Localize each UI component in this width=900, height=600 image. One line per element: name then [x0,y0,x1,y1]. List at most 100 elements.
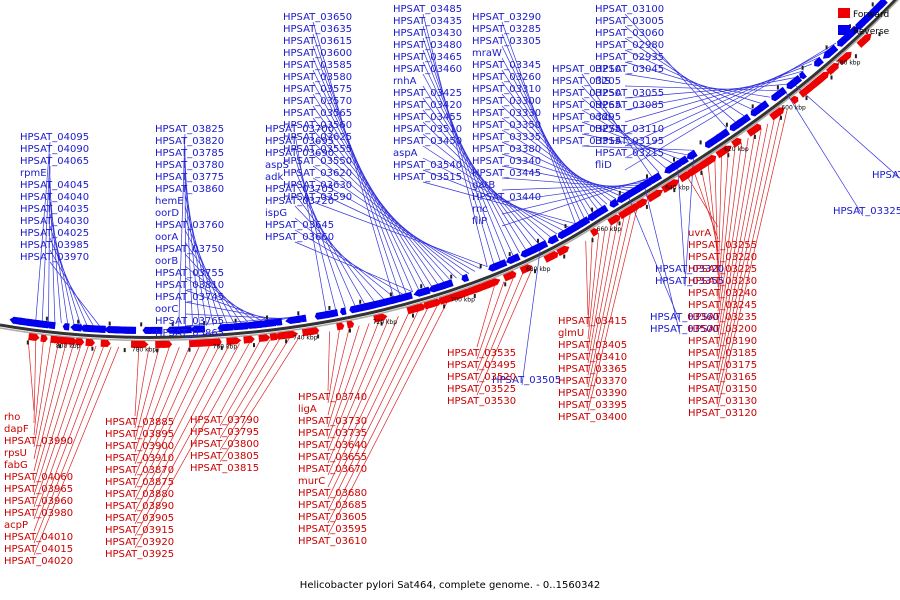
gene-label: glmU [558,328,584,339]
gene-label: uvrA [688,228,711,239]
leader-line [33,340,37,424]
forward-gene-arrow [624,203,642,216]
forward-gene-arrow [485,278,501,289]
gene-label: HPSAT_03315 [552,136,621,147]
feature-mark [420,284,423,289]
leader-line [327,323,370,440]
gene-label: HPSAT_03805 [190,451,259,462]
gene-label: HPSAT_03585 [283,60,352,71]
leader-line [49,225,81,326]
feature-mark [854,54,857,59]
forward-gene-arrow [636,198,648,209]
forward-gene-arrow [281,330,299,340]
forward-gene-arrow [856,33,872,48]
forward-gene-arrow [507,270,517,280]
gene-label: oorC [155,304,178,315]
feature-mark [699,140,702,145]
feature-mark [673,188,676,193]
reverse-gene-arrow [489,259,508,271]
leader-line [312,105,439,285]
legend-forward-label: Forward [853,10,889,20]
reverse-gene-arrow [789,75,803,87]
feature-mark [618,190,621,195]
feature-mark [297,311,300,316]
leader-line [33,341,44,436]
gene-label: HPSAT_03650 [283,12,352,23]
feature-mark [780,115,782,120]
gene-label: HPSAT_04030 [20,216,89,227]
gene-label: HPSAT_03230 [688,276,757,287]
gene-label: HPSAT_03455 [393,112,462,123]
forward-gene-arrow [75,338,85,346]
forward-gene-arrow [60,336,79,345]
gene-label: HPSAT_03985 [20,240,89,251]
tick-label: 660 kbp [597,226,622,233]
leader-line [294,217,394,298]
genome-backbone-shadow [0,0,900,342]
feature-mark [188,347,191,352]
gene-label: HPSAT_03060 [595,28,664,39]
leader-line [624,42,837,171]
leader-line [327,316,399,476]
reverse-gene-arrow [653,172,663,182]
gene-label: HPSAT_03670 [298,464,367,475]
reverse-gene-arrow [822,44,839,59]
feature-mark [700,170,703,175]
leader-line [581,85,660,173]
forward-gene-arrow [226,337,242,345]
gene-label: HPSAT_03885 [105,417,174,428]
feature-mark [645,204,648,209]
reverse-gene-arrow [70,323,82,332]
reverse-gene-arrow [637,178,652,190]
gene-label: HPSAT_03655 [298,452,367,463]
gene-label: rpmE [20,168,47,179]
gene-label: HPSAT_03525 [447,384,516,395]
leader-line [184,277,263,322]
feature-mark [328,306,331,310]
gene-label: HPSAT_03325 [833,206,900,217]
gene-label: aspA [393,148,418,159]
leader-line [624,70,804,123]
feature-mark [830,75,833,80]
tick-label: 740 kbp [293,335,318,342]
leader-line [327,313,409,488]
gene-label: HPSAT_04035 [20,204,89,215]
gene-label: HPSAT_03535 [447,348,516,359]
forward-gene-arrow [134,340,149,348]
label-leader-lines [27,13,900,556]
leader-line [48,165,51,322]
gene-label: HPSAT_03260 [472,72,541,83]
reverse-gene-arrow [364,299,382,310]
leader-line [49,201,69,324]
leader-line [327,325,360,428]
feature-mark [646,174,648,179]
reverse-gene-arrow [127,326,137,334]
tick-label: 780 kbp [132,346,157,353]
leader-line [476,277,514,372]
forward-gene-arrow [828,62,839,73]
feature-mark [878,32,881,37]
leader-line [422,157,564,232]
leader-line [717,133,756,348]
leader-line [422,37,501,262]
reverse-gene-arrow [623,185,641,198]
gene-label: HPSAT_03255 [688,240,757,251]
reverse-gene-arrow [33,320,49,329]
leader-line [717,123,769,372]
leader-line [33,344,74,484]
feature-mark [618,221,621,226]
leader-line [184,229,235,324]
gene-label: HPSAT_03200 [688,324,757,335]
gene-label: ligA [298,404,317,415]
leader-line [714,160,719,276]
gene-label: HPSAT_03580 [283,72,352,83]
leader-line [219,341,261,415]
gene-label: dapF [4,424,29,435]
gene-label: HPSAT_03340 [472,156,541,167]
gene-label: HPSAT_03660 [265,232,334,243]
gene-label: HPSAT_03965 [4,484,73,495]
leader-line [134,346,190,477]
leader-line [49,213,75,325]
feature-mark [45,316,48,321]
forward-gene-arrow [455,288,473,300]
